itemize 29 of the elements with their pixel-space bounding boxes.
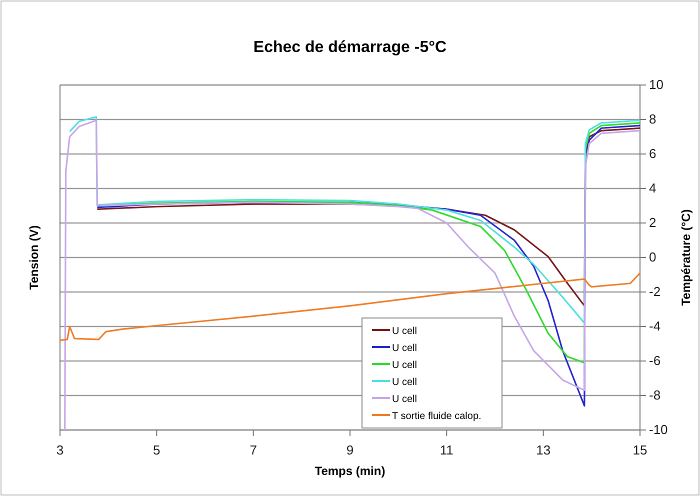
x-tick-label: 15 (632, 442, 648, 458)
legend-label: U cell (392, 360, 418, 371)
chart-title: Echec de démarrage -5°C (253, 39, 448, 56)
x-tick-label: 9 (346, 442, 354, 458)
y-tick-label: 10 (649, 77, 664, 92)
line-series (59, 272, 641, 342)
x-tick-label: 13 (536, 442, 551, 458)
y-tick-label: 0 (649, 250, 656, 265)
x-tick-label: 11 (440, 442, 454, 458)
y-tick-label: -10 (649, 422, 668, 438)
legend-label: U cell (392, 343, 418, 354)
legend-label: T sortie fluide calop. (392, 411, 482, 422)
y-tick-label: -2 (649, 284, 661, 300)
y-tick-label: -6 (649, 353, 661, 368)
y-tick-label: 6 (649, 146, 656, 162)
x-tick-label: 5 (153, 442, 160, 458)
y-tick-label: -4 (649, 318, 661, 334)
y-tick-label: -8 (649, 388, 661, 403)
x-tick-label: 3 (56, 442, 64, 458)
y2-axis-title: Température (°C) (679, 209, 693, 306)
legend-label: U cell (392, 394, 418, 405)
y-tick-label: 4 (649, 180, 656, 196)
legend-label: U cell (392, 377, 418, 388)
x-axis-title: Temps (min) (314, 464, 386, 478)
y-tick-label: 2 (649, 215, 656, 230)
y-axis-title: Tension (V) (27, 225, 41, 290)
x-tick-label: 7 (250, 442, 257, 458)
legend-label: U cell (392, 326, 418, 337)
y-tick-label: 8 (649, 112, 656, 127)
